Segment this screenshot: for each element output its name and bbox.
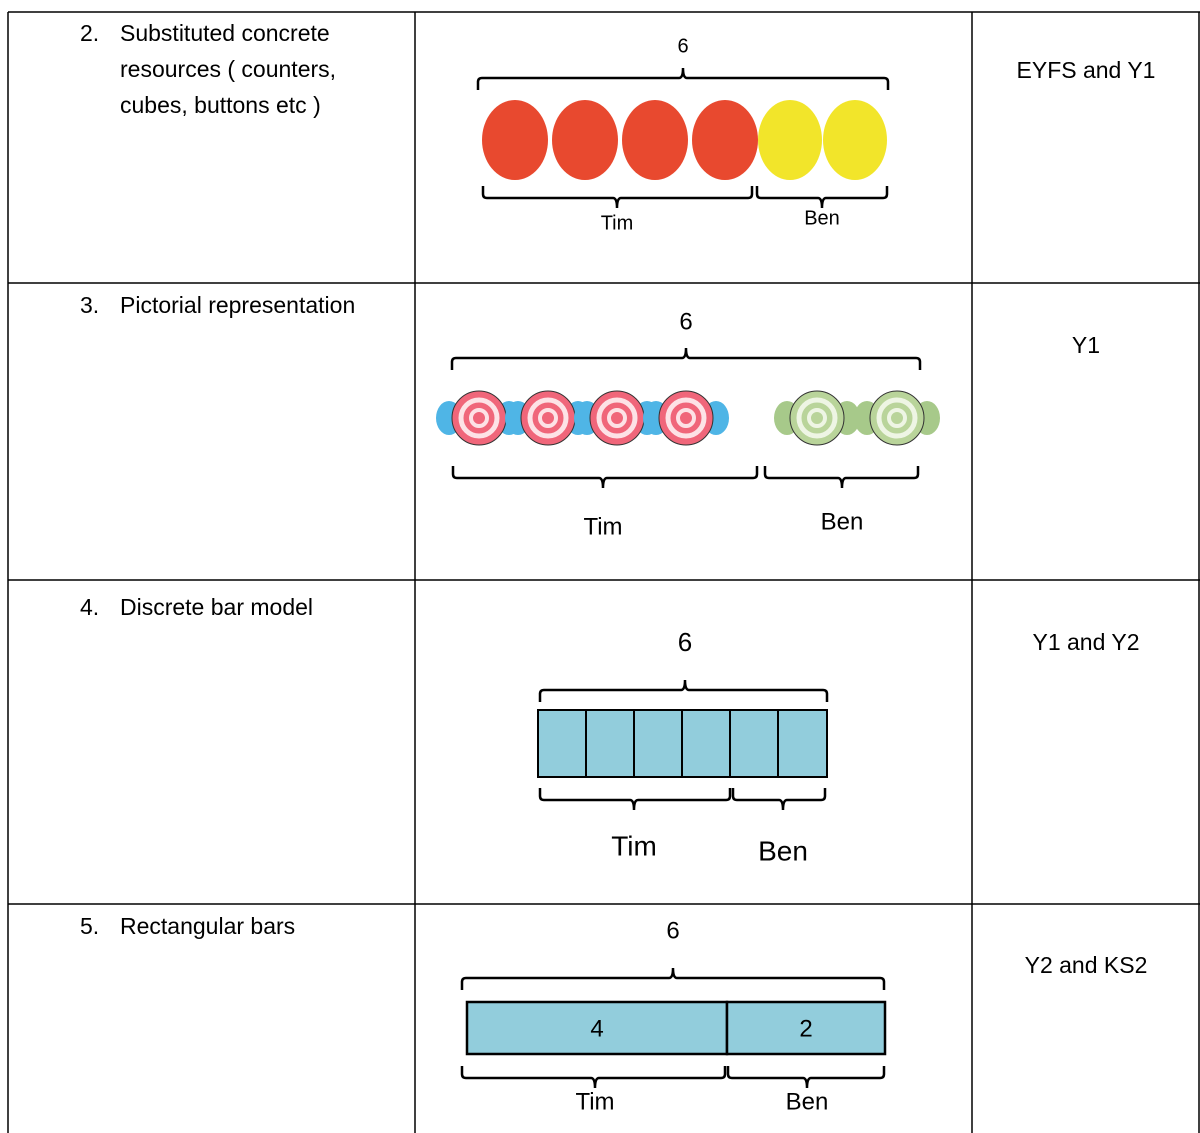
candy-ring <box>676 408 696 428</box>
bar-cell <box>681 709 731 778</box>
row-number: 4. <box>80 594 100 620</box>
bar-cell <box>729 709 779 778</box>
candy-ring <box>458 397 500 439</box>
total-label: 6 <box>678 627 692 657</box>
brace <box>451 466 759 489</box>
candy-ring <box>607 408 627 428</box>
bar-cell <box>633 709 683 778</box>
brace <box>726 1066 886 1089</box>
part-label: Tim <box>583 513 622 540</box>
candy-ring <box>538 408 558 428</box>
brace <box>481 186 754 209</box>
row-description: Rectangular bars <box>120 913 296 939</box>
red-counter <box>552 100 618 180</box>
part-label: Tim <box>611 830 657 861</box>
row-description: Pictorial representation <box>120 292 356 318</box>
candy-ring <box>807 408 827 428</box>
yellow-counter <box>823 100 887 180</box>
brace <box>476 67 890 90</box>
part-label: Ben <box>821 508 864 535</box>
candy-ring <box>469 408 489 428</box>
rectangular-bar <box>465 1000 887 1056</box>
red-counter <box>692 100 758 180</box>
discrete-bar <box>537 709 828 778</box>
stage: Y1 <box>1071 332 1101 358</box>
part-label: Ben <box>804 207 840 229</box>
counters <box>482 100 887 180</box>
part-label: Tim <box>575 1088 614 1115</box>
candy-ring <box>887 408 907 428</box>
bar-cell <box>537 709 587 778</box>
bar-part <box>725 1000 887 1056</box>
candy-ring <box>596 397 638 439</box>
yellow-counter <box>758 100 822 180</box>
brace <box>460 967 886 990</box>
red-counter <box>622 100 688 180</box>
part-value: 2 <box>799 1015 812 1042</box>
total-label: 6 <box>679 308 692 335</box>
candy-ring <box>527 397 569 439</box>
stage: Y1 and Y2 <box>1032 629 1140 655</box>
row-description: Substituted concrete resources ( counter… <box>120 20 337 118</box>
part-label: Ben <box>786 1088 829 1115</box>
red-counter <box>482 100 548 180</box>
brace <box>731 788 827 811</box>
brace <box>755 186 889 209</box>
table-borders <box>7 11 1200 1133</box>
row-number: 5. <box>80 913 100 939</box>
bar-cell <box>777 709 828 778</box>
candy-ring <box>876 397 918 439</box>
bar-cell <box>585 709 635 778</box>
part-label: Ben <box>758 835 808 866</box>
part-value: 4 <box>590 1015 603 1042</box>
braces <box>450 67 922 1089</box>
row-number: 2. <box>80 20 100 46</box>
brace <box>763 466 920 489</box>
brace <box>538 788 732 811</box>
row-description: Discrete bar model <box>120 594 314 620</box>
brace <box>450 347 922 370</box>
brace <box>460 1066 727 1089</box>
stage: Y2 and KS2 <box>1024 952 1148 978</box>
total-label: 6 <box>677 35 688 57</box>
bar-part <box>465 1000 729 1056</box>
row-number: 3. <box>80 292 100 318</box>
stage: EYFS and Y1 <box>1016 57 1156 83</box>
total-label: 6 <box>666 917 679 944</box>
candies <box>436 390 940 446</box>
part-label: Tim <box>601 212 634 234</box>
brace <box>538 679 829 702</box>
candy-ring <box>796 397 838 439</box>
candy-ring <box>665 397 707 439</box>
